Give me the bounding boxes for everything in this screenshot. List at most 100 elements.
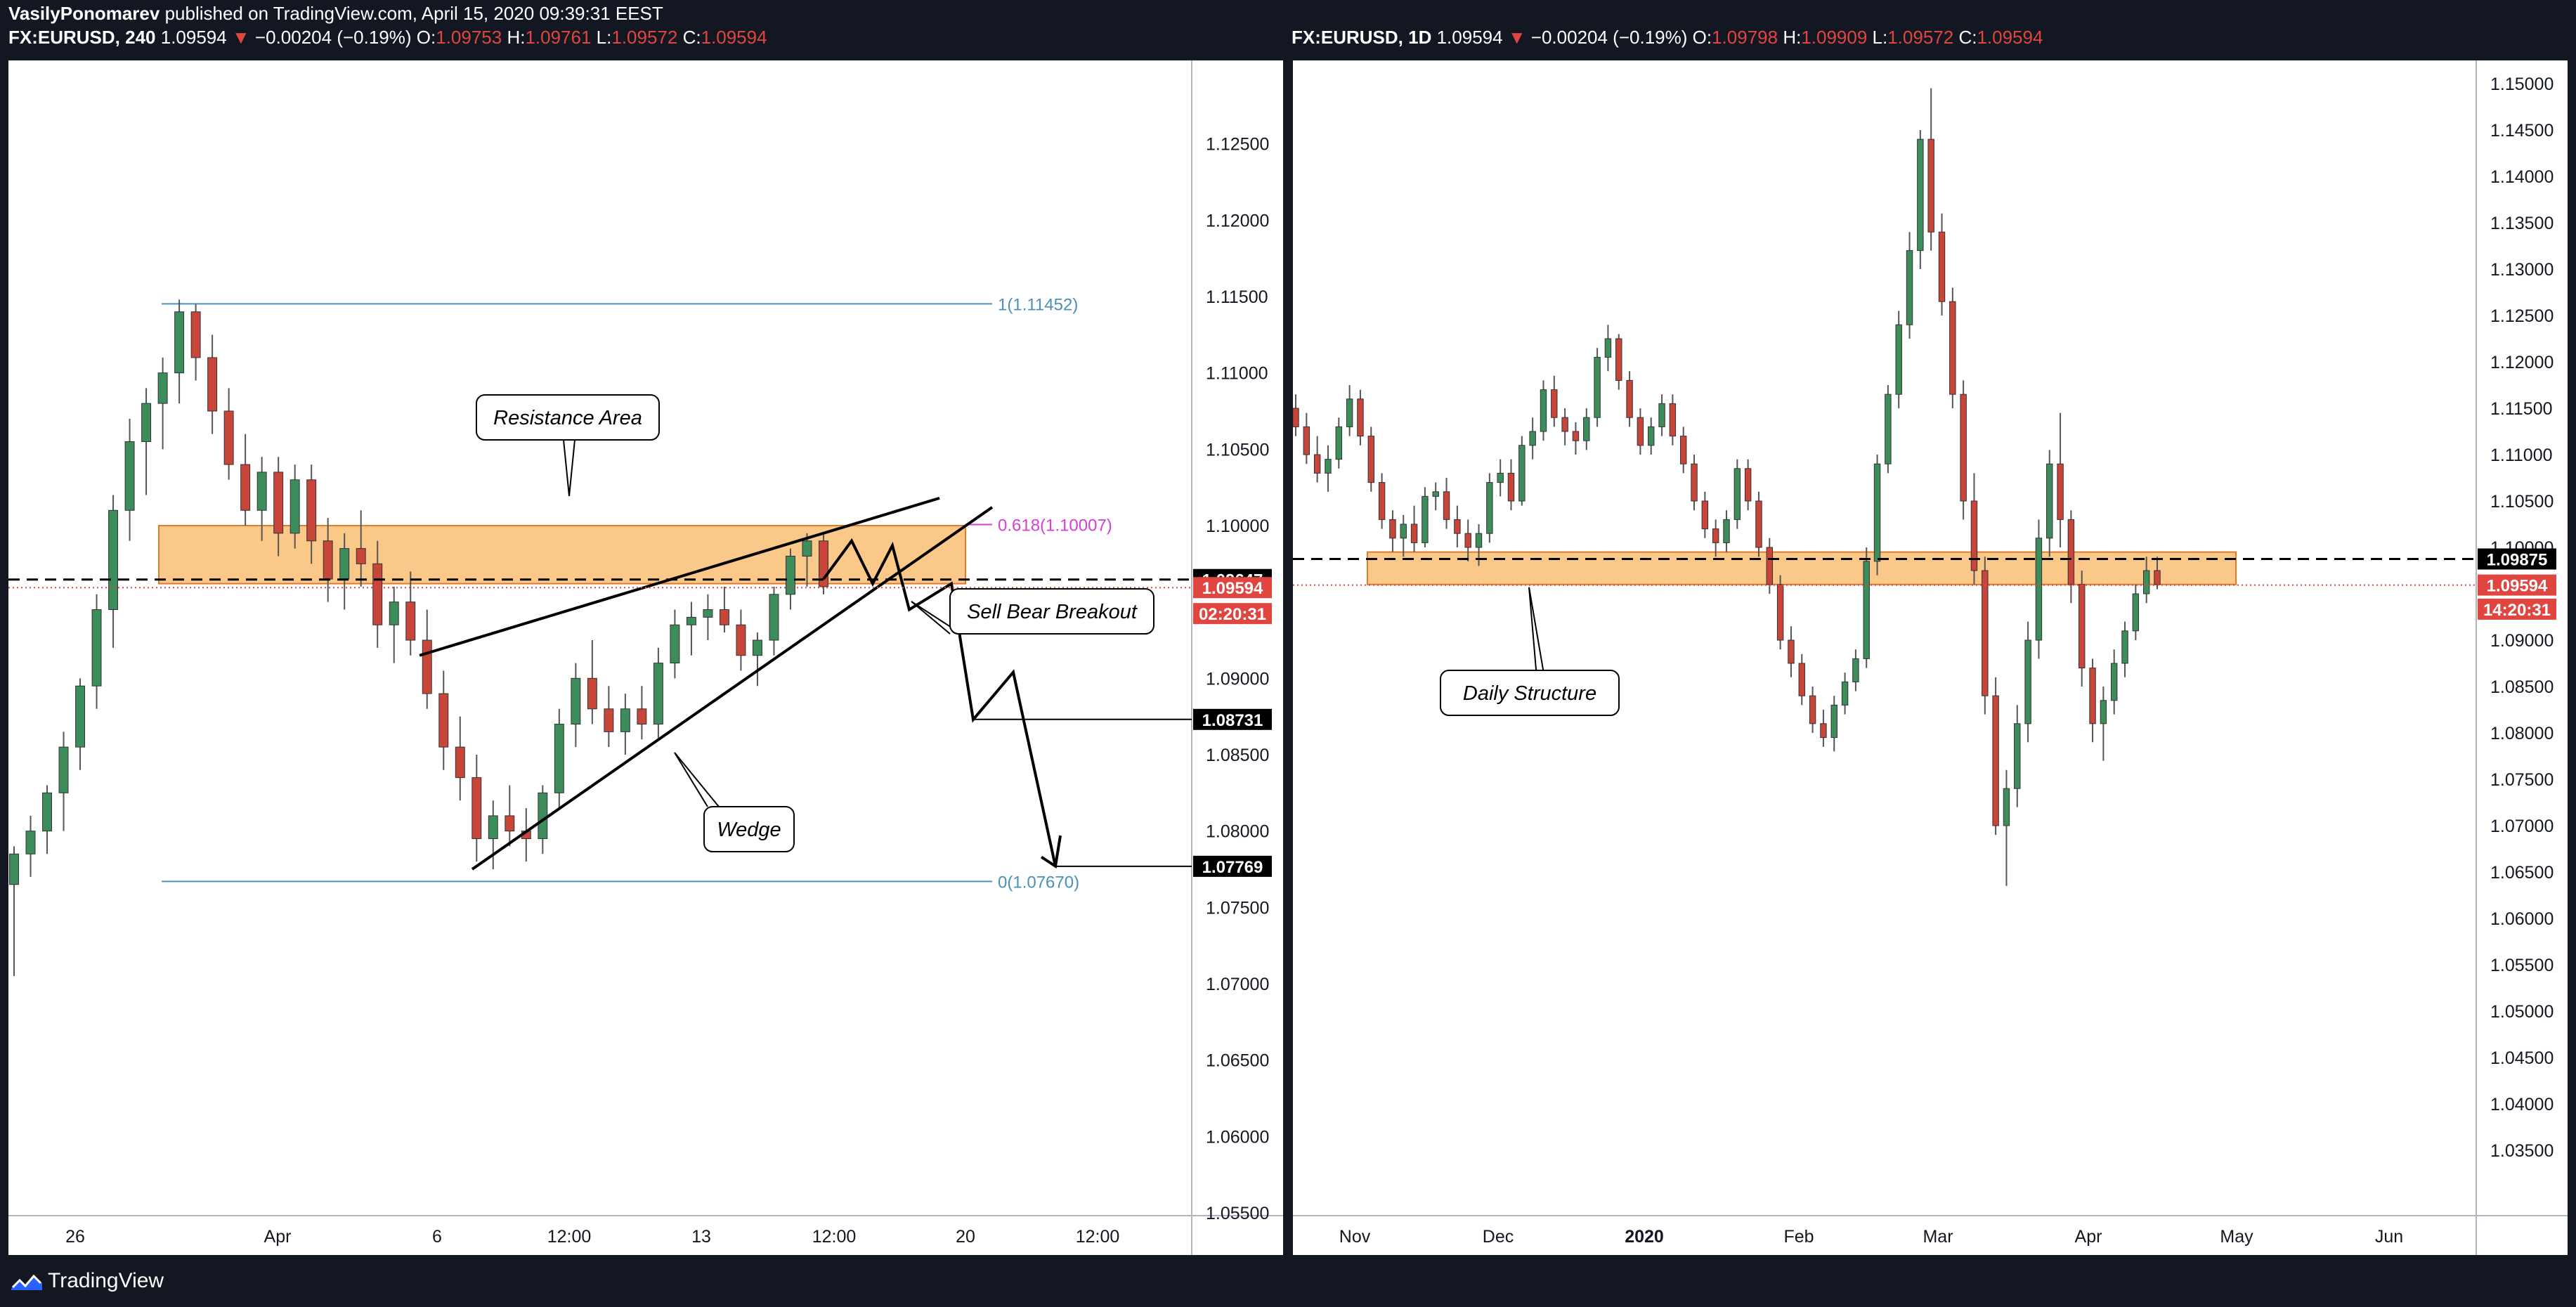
candle-body xyxy=(1367,436,1374,483)
right-change: −0.00204 (−0.19%) xyxy=(1530,27,1688,48)
y-tick-label: 1.08500 xyxy=(2490,677,2554,697)
tradingview-logo-icon[interactable] xyxy=(10,1270,44,1293)
right-symbol[interactable]: FX:EURUSD, 1D xyxy=(1292,27,1432,48)
down-arrow-icon: ▼ xyxy=(231,27,250,48)
x-tick-label: 12:00 xyxy=(1076,1227,1120,1247)
candle-body xyxy=(91,609,102,687)
tradingview-brand[interactable]: TradingView xyxy=(48,1269,164,1292)
x-tick-label: 20 xyxy=(956,1227,975,1247)
resistance-area-callout-pointer xyxy=(563,439,570,497)
chart-1d-candles xyxy=(1293,88,2161,886)
x-tick-label: Apr xyxy=(2075,1227,2102,1247)
author-name[interactable]: VasilyPonomarev xyxy=(8,3,160,24)
right-low: 1.09572 xyxy=(1887,27,1954,48)
down-arrow-icon: ▼ xyxy=(1507,27,1526,48)
candle-body xyxy=(1906,250,1913,325)
right-open: 1.09798 xyxy=(1712,27,1778,48)
x-tick-label: Jun xyxy=(2375,1227,2403,1247)
y-tick-label: 1.09000 xyxy=(1206,669,1269,689)
left-symbol[interactable]: FX:EURUSD, 240 xyxy=(8,27,156,48)
candle-body xyxy=(1637,417,1644,446)
chart-4h-background xyxy=(8,60,1283,1255)
chart-1d-price-labels: 1.09875 1.09594 14:20:31 xyxy=(1293,548,2556,620)
y-tick-label: 1.12500 xyxy=(1206,135,1269,155)
candle-body xyxy=(637,708,647,725)
candle-body xyxy=(1497,472,1504,483)
candle-body xyxy=(1561,417,1568,432)
candle-body xyxy=(1626,379,1633,418)
candle-body xyxy=(174,311,185,374)
sell-bear-breakout-callout-label: Sell Bear Breakout xyxy=(967,601,1138,623)
daily-structure-zone[interactable] xyxy=(1367,551,2237,585)
resistance-zone[interactable] xyxy=(158,525,966,585)
x-tick-label: Apr xyxy=(264,1227,292,1247)
sell-bear-breakout-callout-box xyxy=(949,588,1154,635)
candle-body xyxy=(1464,533,1471,548)
candle-body xyxy=(1325,459,1332,474)
candle-body xyxy=(1755,500,1762,548)
candle-body xyxy=(1679,436,1687,464)
chart-1d-annotations[interactable]: Daily Structure xyxy=(1440,587,1620,716)
y-tick-label: 1.06500 xyxy=(1206,1051,1269,1071)
candle-body xyxy=(1529,431,1536,446)
candle-body xyxy=(653,663,663,725)
candle-body xyxy=(306,479,317,542)
candle-body xyxy=(9,853,19,885)
candle-body xyxy=(1960,394,1967,502)
x-tick-label: Feb xyxy=(1783,1227,1814,1247)
daily-structure-pointer xyxy=(1528,587,1538,687)
candle-body xyxy=(2142,570,2150,594)
chart-4h-x-ticks: 26 Apr 6 12:00 13 12:00 20 12:00 xyxy=(65,1227,1119,1247)
x-tick-label: Mar xyxy=(1923,1227,1953,1247)
left-high: 1.09761 xyxy=(525,27,592,48)
target-1-tag-bg xyxy=(1193,708,1272,730)
y-tick-label: 1.11500 xyxy=(1206,287,1268,307)
chart-4h[interactable]: 1.12500 1.12000 1.11500 1.11000 1.10500 1.100… xyxy=(8,60,1283,1255)
candle-body xyxy=(736,624,746,656)
candle-body xyxy=(1507,472,1515,502)
candle-body xyxy=(505,815,515,832)
daily-structure-label: Daily Structure xyxy=(1463,682,1596,705)
countdown-tag-bg xyxy=(1193,603,1272,625)
last-price-tag: 1.09594 xyxy=(1202,579,1263,598)
candle-body xyxy=(1691,463,1698,502)
candle-body xyxy=(1615,338,1622,381)
candle-body xyxy=(2154,570,2161,585)
candle-body xyxy=(554,724,564,793)
candle-body xyxy=(323,540,333,580)
candle-body xyxy=(587,677,597,710)
structure-level-tag: 1.09875 xyxy=(2487,551,2548,570)
candle-body xyxy=(769,594,779,641)
left-h-label: H: xyxy=(507,27,526,48)
wedge-drawings[interactable] xyxy=(419,496,1192,871)
target-2-tag-bg xyxy=(1193,855,1272,877)
candle-body xyxy=(1841,681,1849,705)
resistance-area-callout-label: Resistance Area xyxy=(493,407,642,429)
x-tick-label: 13 xyxy=(691,1227,711,1247)
candle-body xyxy=(1949,301,1956,395)
y-tick-label: 1.13000 xyxy=(2490,260,2554,280)
y-tick-label: 1.11500 xyxy=(2490,399,2553,419)
candle-body xyxy=(538,792,548,840)
candle-body xyxy=(438,693,449,748)
candle-body xyxy=(339,548,350,580)
x-tick-label: 12:00 xyxy=(812,1227,857,1247)
candle-body xyxy=(1475,533,1483,548)
candle-body xyxy=(25,831,36,854)
y-tick-label: 1.08500 xyxy=(1206,746,1269,765)
candle-body xyxy=(1938,231,1946,302)
left-o-label: O: xyxy=(416,27,436,48)
candle-body xyxy=(58,746,69,793)
left-l-label: L: xyxy=(596,27,612,48)
chart-1d[interactable]: 1.15000 1.14500 1.14000 1.13500 1.13000 1.125… xyxy=(1293,60,2568,1255)
left-last-price: 1.09594 xyxy=(160,27,227,48)
candle-body xyxy=(1454,519,1461,534)
y-tick-label: 1.04500 xyxy=(2490,1048,2554,1068)
candle-body xyxy=(604,708,614,732)
candle-body xyxy=(389,602,399,625)
candle-body xyxy=(2079,584,2086,669)
y-tick-label: 1.10000 xyxy=(1206,516,1269,536)
y-tick-label: 1.03500 xyxy=(2490,1141,2554,1161)
chart-4h-annotations[interactable]: Resistance Area Sell Bear Breakout Wedge xyxy=(476,394,1154,852)
